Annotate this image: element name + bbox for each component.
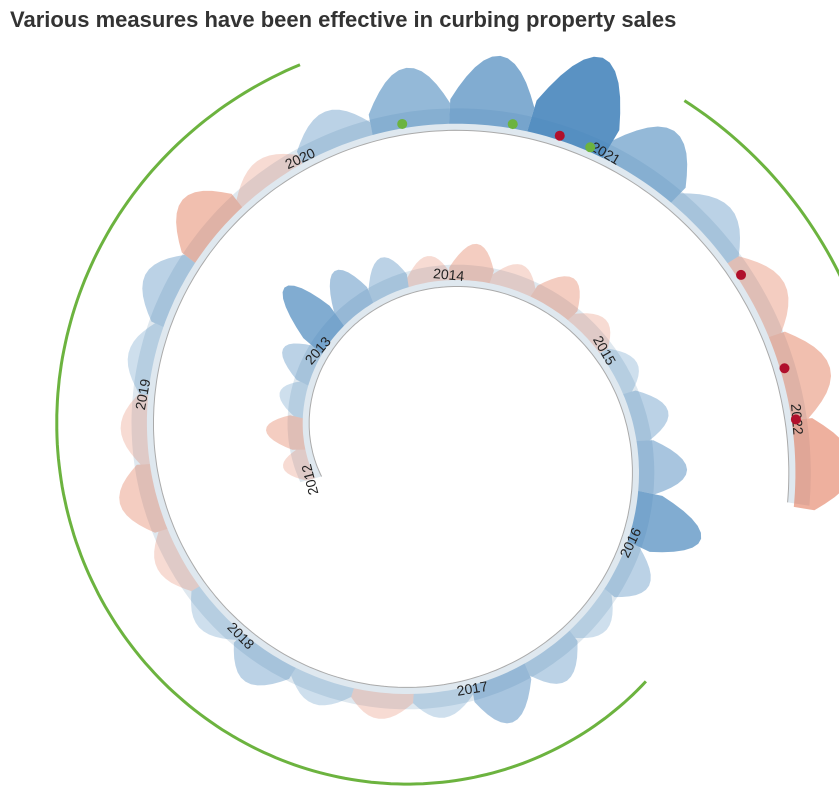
year-label: 2012: [298, 462, 321, 496]
year-label: 2017: [456, 678, 490, 699]
quarter-segment: [282, 285, 344, 355]
quarter-segment: [119, 464, 168, 533]
quarter-segment: [291, 667, 354, 706]
chart-title: Various measures have been effective in …: [10, 7, 676, 32]
quarter-segment: [296, 109, 373, 164]
quarter-segment: [154, 528, 200, 592]
event-dot: [779, 363, 790, 374]
quarter-segment: [266, 415, 306, 450]
quarter-segment: [413, 685, 474, 718]
quarter-segment: [569, 588, 613, 639]
quarter-segment: [282, 343, 322, 386]
quarter-segment: [279, 381, 309, 419]
measure-arc: [55, 63, 647, 786]
event-dot: [507, 119, 518, 130]
quarter-segment: [527, 56, 621, 159]
quarter-segment: [283, 449, 316, 481]
event-dot: [790, 414, 801, 425]
quarter-segment: [524, 630, 578, 684]
quarter-segment: [636, 440, 688, 495]
year-label: 2014: [432, 265, 465, 284]
quarter-segment: [407, 256, 449, 288]
quarter-segment: [489, 264, 536, 297]
quarter-segment: [471, 663, 532, 724]
event-dot: [397, 118, 408, 129]
spiral-line: [153, 129, 790, 688]
quarter-segment: [791, 418, 839, 511]
quarter-segment: [567, 313, 611, 354]
quarter-segment: [448, 243, 494, 284]
quarter-segment: [602, 126, 688, 203]
quarter-segment: [627, 490, 702, 553]
quarter-segment: [368, 67, 451, 135]
quarter-segment: [236, 153, 303, 208]
quarter-segment: [120, 393, 150, 465]
quarter-segment: [449, 55, 535, 132]
quarter-segment: [604, 541, 651, 598]
quarter-segment: [329, 269, 374, 326]
quarter-segment: [671, 193, 740, 264]
event-dot: [554, 130, 565, 141]
quarter-segment: [351, 688, 414, 719]
quarter-segment: [530, 276, 580, 321]
quarter-segment: [368, 257, 409, 303]
quarter-segment: [127, 323, 164, 396]
quarter-segment: [599, 348, 639, 395]
year-label: 2019: [132, 377, 153, 411]
measure-arc: [683, 99, 839, 277]
quarter-segment: [233, 633, 296, 686]
quarter-segment: [768, 331, 831, 420]
event-dot: [585, 142, 596, 153]
quarter-segment: [623, 390, 669, 441]
event-dot: [736, 269, 747, 280]
quarter-segment: [142, 254, 196, 327]
quarter-segment: [191, 586, 244, 640]
quarter-segment: [176, 190, 243, 263]
